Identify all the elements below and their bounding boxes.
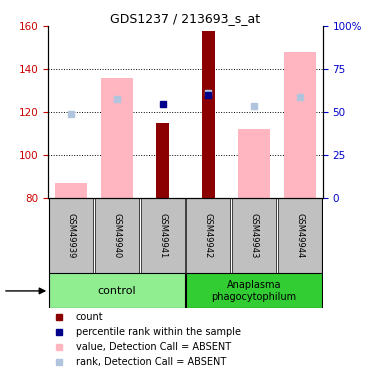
FancyBboxPatch shape: [95, 198, 139, 273]
Text: GSM49944: GSM49944: [295, 213, 304, 258]
Text: GSM49939: GSM49939: [67, 213, 76, 258]
Text: control: control: [98, 286, 136, 296]
FancyBboxPatch shape: [186, 198, 230, 273]
FancyBboxPatch shape: [49, 273, 185, 308]
Text: infection: infection: [0, 286, 45, 296]
Text: GSM49941: GSM49941: [158, 213, 167, 258]
FancyBboxPatch shape: [232, 198, 276, 273]
Text: GSM49940: GSM49940: [112, 213, 121, 258]
Text: count: count: [76, 312, 103, 322]
Text: Anaplasma
phagocytophilum: Anaplasma phagocytophilum: [211, 280, 297, 302]
FancyBboxPatch shape: [278, 198, 322, 273]
Bar: [238, 129, 270, 198]
FancyBboxPatch shape: [49, 198, 93, 273]
Bar: [55, 183, 87, 198]
Bar: [202, 30, 215, 198]
Bar: [284, 52, 316, 198]
FancyBboxPatch shape: [186, 273, 322, 308]
Title: GDS1237 / 213693_s_at: GDS1237 / 213693_s_at: [111, 12, 260, 25]
Text: value, Detection Call = ABSENT: value, Detection Call = ABSENT: [76, 342, 231, 352]
Text: percentile rank within the sample: percentile rank within the sample: [76, 327, 241, 337]
Text: rank, Detection Call = ABSENT: rank, Detection Call = ABSENT: [76, 357, 226, 367]
Text: GSM49942: GSM49942: [204, 213, 213, 258]
Bar: [156, 123, 169, 198]
Bar: [101, 78, 133, 198]
FancyBboxPatch shape: [141, 198, 185, 273]
Text: GSM49943: GSM49943: [250, 213, 259, 258]
